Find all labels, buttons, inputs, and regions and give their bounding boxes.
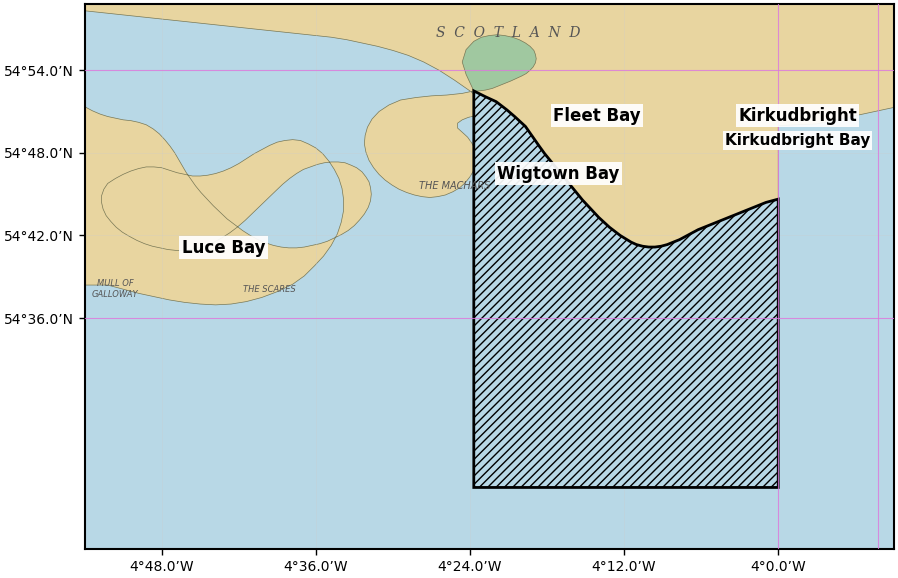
Text: Kirkudbright: Kirkudbright [738,107,857,125]
Text: Wigtown Bay: Wigtown Bay [497,165,620,183]
Text: THE SCARES: THE SCARES [243,285,296,294]
Text: MULL OF
GALLOWAY: MULL OF GALLOWAY [92,280,138,299]
Text: Fleet Bay: Fleet Bay [553,107,641,125]
Text: Luce Bay: Luce Bay [181,239,265,257]
Polygon shape [84,4,894,247]
Polygon shape [474,91,779,487]
Text: Kirkudbright Bay: Kirkudbright Bay [725,133,870,148]
Polygon shape [462,35,536,91]
Text: THE MACHARS: THE MACHARS [418,181,490,191]
Text: S  C  O  T  L  A  N  D: S C O T L A N D [436,26,581,40]
Polygon shape [84,106,371,305]
